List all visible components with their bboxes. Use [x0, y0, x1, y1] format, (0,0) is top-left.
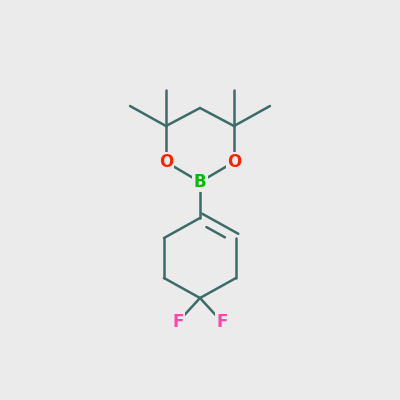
Text: O: O — [159, 153, 173, 171]
Text: B: B — [194, 173, 206, 191]
Text: F: F — [172, 313, 184, 331]
Text: O: O — [227, 153, 241, 171]
Text: F: F — [216, 313, 228, 331]
